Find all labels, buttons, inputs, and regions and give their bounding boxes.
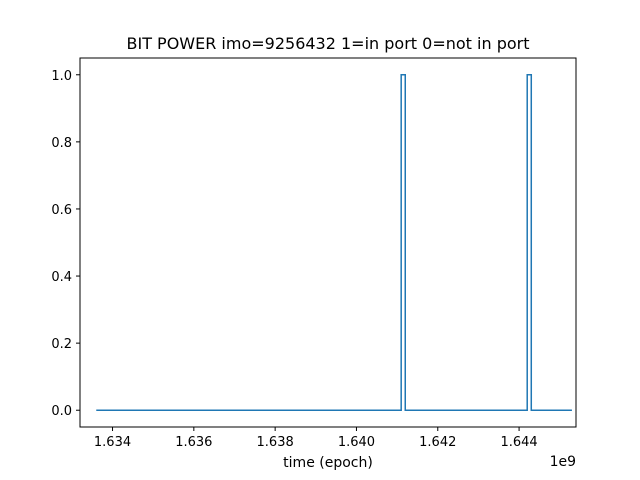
series-line (96, 74, 572, 411)
x-tick-label: 1.636 (175, 435, 212, 450)
series-layer (96, 74, 572, 411)
chart-title: BIT POWER imo=9256432 1=in port 0=not in… (127, 34, 530, 53)
y-tick-label: 1.0 (51, 69, 72, 84)
y-tick-label: 0.4 (51, 270, 72, 285)
x-tick-label: 1.642 (419, 435, 456, 450)
x-tick-label: 1.644 (500, 435, 537, 450)
y-axis: 0.0 0.2 0.4 0.6 0.8 1.0 (51, 69, 80, 419)
x-tick-label: 1.638 (257, 435, 294, 450)
y-tick-label: 0.6 (51, 203, 72, 218)
x-axis-offset-label: 1e9 (550, 454, 576, 470)
y-tick-label: 0.2 (51, 337, 72, 352)
y-tick-label: 0.0 (51, 404, 72, 419)
x-tick-label: 1.634 (94, 435, 131, 450)
plot-area-frame (79, 57, 577, 428)
x-axis-label: time (epoch) (283, 455, 373, 471)
y-tick-label: 0.8 (51, 136, 72, 151)
x-axis: 1.634 1.636 1.638 1.640 1.642 1.644 (94, 427, 538, 450)
x-tick-label: 1.640 (338, 435, 375, 450)
